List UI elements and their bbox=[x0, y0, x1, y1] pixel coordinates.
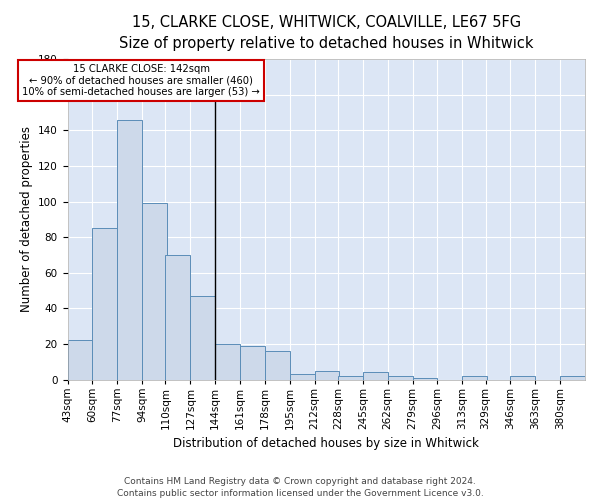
Bar bbox=[338, 376, 363, 380]
Bar bbox=[142, 204, 167, 380]
Bar bbox=[511, 376, 535, 380]
Bar bbox=[240, 346, 265, 380]
Bar bbox=[265, 351, 290, 380]
Bar bbox=[462, 376, 487, 380]
Bar bbox=[92, 228, 117, 380]
Bar bbox=[314, 370, 340, 380]
Bar bbox=[388, 376, 413, 380]
Bar bbox=[190, 296, 215, 380]
Bar bbox=[413, 378, 437, 380]
Text: Contains HM Land Registry data © Crown copyright and database right 2024.
Contai: Contains HM Land Registry data © Crown c… bbox=[116, 476, 484, 498]
Text: 15 CLARKE CLOSE: 142sqm
← 90% of detached houses are smaller (460)
10% of semi-d: 15 CLARKE CLOSE: 142sqm ← 90% of detache… bbox=[22, 64, 260, 97]
Bar bbox=[363, 372, 388, 380]
Bar bbox=[68, 340, 92, 380]
Bar bbox=[166, 255, 190, 380]
Bar bbox=[117, 120, 142, 380]
Bar bbox=[290, 374, 314, 380]
Y-axis label: Number of detached properties: Number of detached properties bbox=[20, 126, 32, 312]
Bar bbox=[215, 344, 240, 380]
Title: 15, CLARKE CLOSE, WHITWICK, COALVILLE, LE67 5FG
Size of property relative to det: 15, CLARKE CLOSE, WHITWICK, COALVILLE, L… bbox=[119, 15, 533, 51]
Bar bbox=[560, 376, 585, 380]
X-axis label: Distribution of detached houses by size in Whitwick: Distribution of detached houses by size … bbox=[173, 437, 479, 450]
